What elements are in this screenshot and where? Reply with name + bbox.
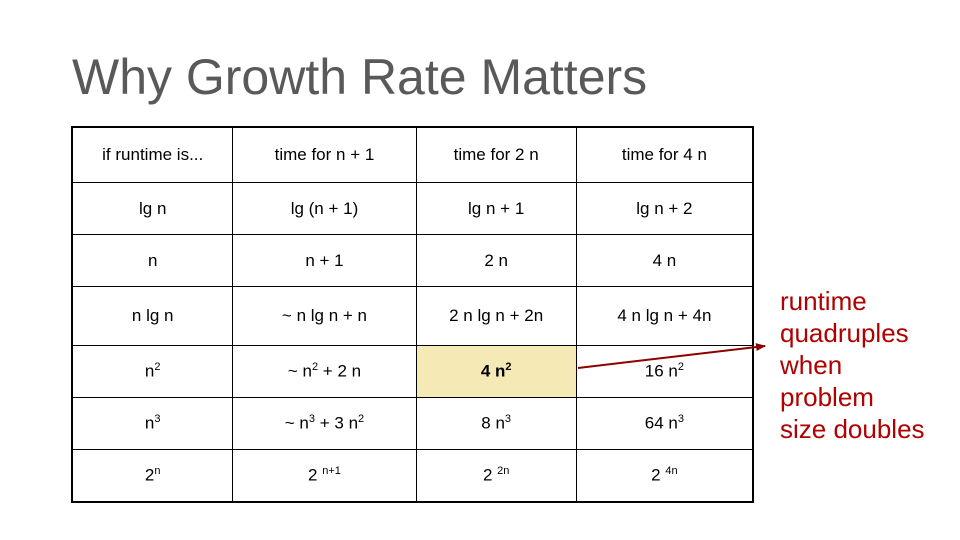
- table-cell: 2 4n: [575, 449, 754, 503]
- cell-text-tail: + 3 n: [315, 413, 359, 433]
- table-cell: lg n + 2: [575, 182, 754, 235]
- cell-superscript: 3: [677, 413, 684, 426]
- table-cell: ~ n3 + 3 n2: [232, 397, 417, 450]
- table-cell: lg n + 1: [415, 182, 577, 235]
- cell-text: lg n + 2: [636, 198, 693, 218]
- table-row: n3 ~ n3 + 3 n2 8 n3 64 n3: [71, 397, 754, 450]
- cell-text: 2: [308, 465, 323, 485]
- cell-superscript: 3: [308, 413, 316, 426]
- table-cell: n2: [71, 345, 234, 398]
- table-row: n n + 1 2 n 4 n: [71, 234, 754, 287]
- table-cell: ~ n2 + 2 n: [232, 345, 417, 398]
- cell-text: 2 n: [484, 250, 508, 270]
- table-cell: 2 n+1: [232, 449, 417, 503]
- header-cell: time for 4 n: [575, 126, 754, 183]
- highlighted-cell: 4 n2: [415, 345, 577, 398]
- cell-text: lg (n + 1): [290, 198, 359, 218]
- cell-text: 4 n lg n + 4n: [617, 306, 712, 325]
- table-cell: lg (n + 1): [232, 182, 417, 235]
- cell-text: 8 n: [481, 413, 505, 433]
- cell-text: ~ n: [284, 413, 309, 433]
- cell-text-tail: + 2 n: [318, 361, 362, 381]
- table-cell: 2 2n: [415, 449, 577, 503]
- cell-text: n: [147, 250, 158, 270]
- cell-superscript: 2: [358, 413, 365, 426]
- cell-superscript: 2n: [497, 465, 510, 478]
- annotation-line: quadruples: [780, 318, 909, 348]
- cell-text: 4 n: [480, 361, 506, 381]
- table-cell: 4 n lg n + 4n: [575, 286, 754, 346]
- annotation-line: runtime: [780, 286, 867, 316]
- cell-text: 2: [144, 465, 155, 485]
- cell-text: ~ n: [287, 361, 312, 381]
- cell-text: n: [144, 413, 155, 433]
- cell-superscript: 4n: [665, 465, 678, 478]
- cell-superscript: n: [154, 465, 161, 478]
- annotation-line: when: [780, 350, 843, 380]
- cell-text: 2: [482, 465, 498, 485]
- cell-text: 2: [651, 465, 666, 485]
- annotation-line: size doubles: [780, 414, 925, 444]
- cell-text: lg n: [138, 198, 167, 218]
- table-cell: 8 n3: [415, 397, 577, 450]
- annotation-note: runtime quadruples when problem size dou…: [780, 285, 925, 445]
- table-cell: n lg n: [71, 286, 234, 346]
- cell-superscript: 2: [311, 361, 319, 374]
- cell-text: n: [144, 361, 155, 381]
- table-cell: 2 n: [415, 234, 577, 287]
- growth-rate-table: if runtime is... time for n + 1 time for…: [71, 126, 754, 503]
- table-row: 2n 2 n+1 2 2n 2 4n: [71, 449, 754, 503]
- cell-superscript: 3: [504, 413, 512, 426]
- table-row: n lg n ~ n lg n + n 2 n lg n + 2n 4 n lg…: [71, 286, 754, 346]
- table-row: lg n lg (n + 1) lg n + 1 lg n + 2: [71, 182, 754, 235]
- cell-superscript: 3: [154, 413, 161, 426]
- slide-title: Why Growth Rate Matters: [72, 49, 648, 105]
- header-cell: time for 2 n: [415, 126, 577, 183]
- cell-text: 16 n: [644, 361, 678, 381]
- cell-text: 4 n: [652, 250, 677, 270]
- table-cell: 4 n: [575, 234, 754, 287]
- cell-text: 2 n lg n + 2n: [449, 306, 544, 325]
- cell-superscript: 2: [154, 361, 161, 374]
- cell-text: n + 1: [305, 250, 344, 270]
- cell-superscript: 2: [677, 361, 684, 374]
- table-cell: n: [71, 234, 234, 287]
- table-row: n2 ~ n2 + 2 n 4 n2 16 n2: [71, 345, 754, 398]
- table-cell: 16 n2: [575, 345, 754, 398]
- cell-superscript: 2: [505, 361, 512, 374]
- table-cell: 64 n3: [575, 397, 754, 450]
- cell-text: n lg n: [131, 306, 174, 325]
- table-cell: ~ n lg n + n: [232, 286, 417, 346]
- table-cell: n3: [71, 397, 234, 450]
- arrow-line: [577, 343, 766, 369]
- cell-superscript: n+1: [322, 465, 341, 478]
- table-cell: n + 1: [232, 234, 417, 287]
- table-cell: 2n: [71, 449, 234, 503]
- cell-text: lg n + 1: [468, 198, 525, 218]
- cell-text: ~ n lg n + n: [281, 306, 367, 325]
- table-cell: 2 n lg n + 2n: [415, 286, 577, 346]
- cell-text: 64 n: [644, 413, 678, 433]
- annotation-line: problem: [780, 382, 874, 412]
